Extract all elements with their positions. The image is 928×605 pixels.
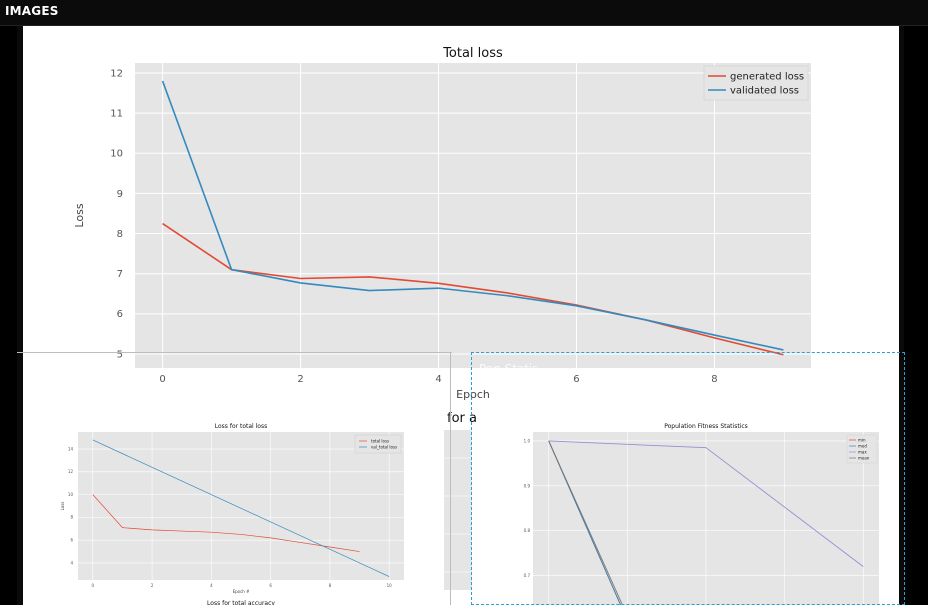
y-tick-label: 11 bbox=[110, 108, 123, 119]
middle-chart-fragment bbox=[444, 430, 472, 590]
series-line-val-total-loss bbox=[92, 439, 390, 577]
frame-line-vertical bbox=[450, 352, 451, 605]
y-tick-label: 6 bbox=[117, 309, 123, 320]
y-tick-label: 10 bbox=[68, 492, 74, 497]
section-title: IMAGES bbox=[5, 4, 59, 18]
y-tick-label: 10 bbox=[110, 149, 123, 160]
x-tick-label: 8 bbox=[711, 374, 717, 385]
x-tick-label: 2 bbox=[151, 583, 154, 588]
x-tick-label: 0 bbox=[159, 374, 165, 385]
y-tick-label: 8 bbox=[117, 229, 123, 240]
population-fitness-chart: Population Fitness Statistics 0.7 0.8 0.9 1.… bbox=[524, 423, 879, 605]
x-tick-label: 10 bbox=[387, 583, 393, 588]
series-line-generated-loss bbox=[162, 222, 784, 356]
plot-area bbox=[78, 432, 404, 580]
legend-label: total loss bbox=[371, 438, 389, 443]
x-tick-label: 2 bbox=[297, 374, 303, 385]
legend-label: generated loss bbox=[730, 71, 804, 82]
series-line-validated-loss bbox=[161, 80, 784, 351]
frame-line-horizontal bbox=[17, 352, 452, 353]
caption-fragment: for a bbox=[447, 411, 477, 426]
y-tick-label: 14 bbox=[68, 446, 74, 451]
x-tick-label: 0 bbox=[92, 583, 95, 588]
y-tick-label: 1.0 bbox=[524, 438, 531, 443]
y-tick-label: 6 bbox=[70, 537, 73, 542]
total-loss-chart: Total loss 0 2 4 6 8 5 6 7 8 9 10 11 12 Loss Epoch gener… bbox=[73, 46, 811, 401]
y-tick-label: 9 bbox=[117, 189, 123, 200]
chart-title: Population Fitness Statistics bbox=[664, 423, 748, 430]
top-bar: IMAGES bbox=[0, 0, 928, 26]
y-tick-label: 0.9 bbox=[524, 483, 531, 488]
legend-label: max bbox=[858, 449, 867, 454]
legend-label: val_total loss bbox=[371, 444, 397, 449]
chart-title: Loss for total loss bbox=[215, 423, 267, 430]
legend bbox=[354, 434, 402, 454]
selection-box[interactable] bbox=[471, 352, 905, 605]
plot-area bbox=[135, 63, 811, 368]
chart-title: Total loss bbox=[442, 46, 503, 61]
y-tick-label: 0.7 bbox=[524, 573, 531, 578]
y-tick-label: 0.8 bbox=[524, 528, 531, 533]
y-tick-label: 5 bbox=[117, 349, 123, 360]
loss-for-total-loss-chart: Loss for total loss 0 2 4 6 8 10 4 6 8 10 12 14 Loss E… bbox=[60, 423, 404, 605]
image-viewer: Total loss 0 2 4 6 8 5 6 7 8 9 10 11 12 Loss Epoch gener… bbox=[17, 26, 905, 605]
x-tick-label: 6 bbox=[269, 583, 272, 588]
x-tick-label: 6 bbox=[573, 374, 579, 385]
legend-label: mean bbox=[858, 455, 870, 460]
series-line-total-loss bbox=[92, 494, 360, 552]
image-canvas[interactable]: Total loss 0 2 4 6 8 5 6 7 8 9 10 11 12 Loss Epoch gener… bbox=[23, 26, 899, 605]
y-tick-label: 7 bbox=[117, 269, 123, 280]
x-axis-label: Epoch # bbox=[233, 589, 251, 594]
y-axis-label: Loss bbox=[73, 203, 86, 227]
y-axis-label: Loss bbox=[60, 502, 65, 511]
legend-label: med bbox=[858, 443, 867, 448]
legend bbox=[703, 65, 809, 101]
series-line-mean bbox=[548, 440, 623, 605]
x-tick-label: 4 bbox=[210, 583, 213, 588]
x-tick-label: 8 bbox=[329, 583, 332, 588]
next-chart-title: Loss for total accuracy bbox=[207, 600, 275, 605]
x-axis-label: Epoch bbox=[456, 388, 490, 401]
y-tick-label: 12 bbox=[110, 68, 123, 79]
legend-label: min bbox=[858, 437, 866, 442]
y-tick-label: 12 bbox=[68, 469, 74, 474]
series-line-max bbox=[548, 440, 864, 567]
x-tick-label: 4 bbox=[435, 374, 441, 385]
y-tick-label: 4 bbox=[70, 560, 73, 565]
plot-area-fragment bbox=[444, 430, 472, 590]
y-tick-label: 8 bbox=[70, 515, 73, 520]
legend-label: validated loss bbox=[730, 85, 799, 96]
selection-label: Pop Statis... bbox=[479, 362, 550, 376]
